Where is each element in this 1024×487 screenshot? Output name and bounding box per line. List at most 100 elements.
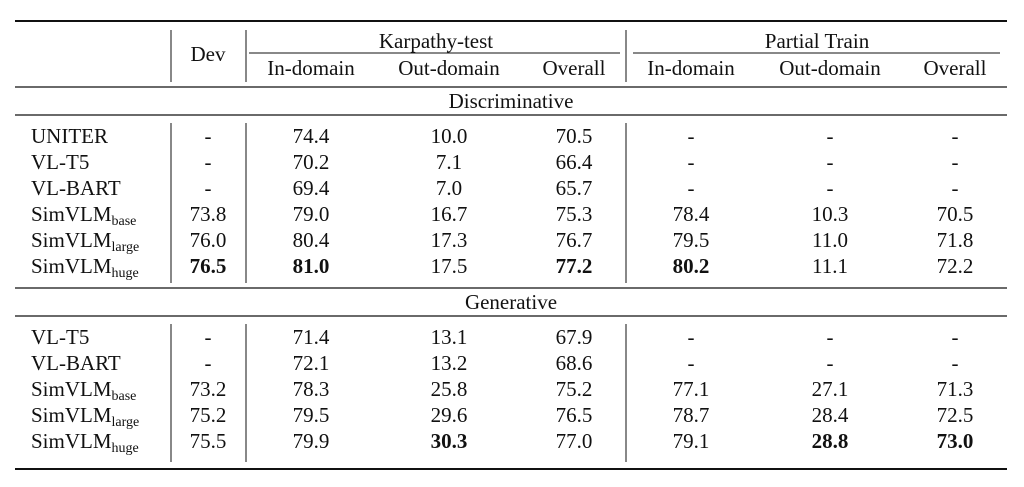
table-cell: 77.0 bbox=[556, 429, 593, 453]
table-cell: 71.8 bbox=[937, 228, 974, 252]
table-cell: 30.3 bbox=[431, 429, 468, 453]
table-cell: - bbox=[205, 176, 212, 200]
table-cell: - bbox=[827, 150, 834, 174]
table-cell: 10.0 bbox=[431, 124, 468, 148]
table-cell: 27.1 bbox=[812, 377, 849, 401]
table-cell: - bbox=[952, 325, 959, 349]
model-name: UNITER bbox=[31, 124, 108, 148]
table-cell: 71.3 bbox=[937, 377, 974, 401]
table-cell: 10.3 bbox=[812, 202, 849, 226]
section-title-discriminative: Discriminative bbox=[449, 89, 574, 113]
header-partial-in-domain: In-domain bbox=[647, 56, 735, 80]
table-cell: - bbox=[205, 150, 212, 174]
table-row: SimVLMlarge 75.2 79.5 29.6 76.5 78.7 28.4 72.5 bbox=[31, 403, 973, 430]
table-row: SimVLMbase 73.8 79.0 16.7 75.3 78.4 10.3 70.5 bbox=[31, 202, 973, 229]
table-cell: - bbox=[205, 325, 212, 349]
table-cell: - bbox=[827, 176, 834, 200]
table-cell: - bbox=[952, 351, 959, 375]
table-cell: 13.2 bbox=[431, 351, 468, 375]
table-cell: - bbox=[205, 124, 212, 148]
table-row: SimVLMbase 73.2 78.3 25.8 75.2 77.1 27.1 71.3 bbox=[31, 377, 973, 404]
table-cell: 79.5 bbox=[293, 403, 330, 427]
table-row: VL-T5 - 70.2 7.1 66.4 - - - bbox=[31, 150, 959, 174]
table-cell: 11.1 bbox=[812, 254, 848, 278]
table-cell: 79.9 bbox=[293, 429, 330, 453]
table-cell: 66.4 bbox=[556, 150, 593, 174]
model-name: SimVLMlarge bbox=[31, 403, 139, 430]
table-row: VL-BART - 69.4 7.0 65.7 - - - bbox=[31, 176, 959, 200]
table-cell: - bbox=[952, 150, 959, 174]
table-cell: 72.2 bbox=[937, 254, 974, 278]
model-name: SimVLMbase bbox=[31, 202, 136, 229]
table-cell: 67.9 bbox=[556, 325, 593, 349]
table-cell: - bbox=[205, 351, 212, 375]
header-karpathy-test: Karpathy-test bbox=[379, 29, 493, 53]
table-cell: 80.4 bbox=[293, 228, 330, 252]
header-karpathy-in-domain: In-domain bbox=[267, 56, 355, 80]
table-cell: 72.5 bbox=[937, 403, 974, 427]
table-cell: 75.2 bbox=[556, 377, 593, 401]
table-cell: 73.2 bbox=[190, 377, 227, 401]
section-title-generative: Generative bbox=[465, 290, 557, 314]
table-cell: 25.8 bbox=[431, 377, 468, 401]
table-cell: 65.7 bbox=[556, 176, 593, 200]
table-cell: 28.4 bbox=[812, 403, 849, 427]
table-cell: 72.1 bbox=[293, 351, 330, 375]
table-cell: 29.6 bbox=[431, 403, 468, 427]
table-row: SimVLMlarge 76.0 80.4 17.3 76.7 79.5 11.0 71.8 bbox=[31, 228, 973, 255]
table-cell: - bbox=[688, 176, 695, 200]
table-cell: 79.1 bbox=[673, 429, 710, 453]
table-cell: - bbox=[827, 351, 834, 375]
table-cell: - bbox=[688, 351, 695, 375]
model-name: SimVLMlarge bbox=[31, 228, 139, 255]
table-cell: 76.0 bbox=[190, 228, 227, 252]
table-cell: 81.0 bbox=[293, 254, 330, 278]
header-dev: Dev bbox=[191, 42, 226, 66]
model-name: VL-T5 bbox=[31, 325, 89, 349]
header-partial-out-domain: Out-domain bbox=[779, 56, 881, 80]
table-row: UNITER - 74.4 10.0 70.5 - - - bbox=[31, 124, 959, 148]
table-cell: 17.3 bbox=[431, 228, 468, 252]
table-cell: - bbox=[952, 176, 959, 200]
table-cell: - bbox=[827, 325, 834, 349]
table-cell: - bbox=[952, 124, 959, 148]
table-cell: 75.3 bbox=[556, 202, 593, 226]
model-name: SimVLMhuge bbox=[31, 254, 139, 281]
model-name: SimVLMhuge bbox=[31, 429, 139, 456]
table-cell: - bbox=[688, 124, 695, 148]
model-name: VL-T5 bbox=[31, 150, 89, 174]
table-row: VL-T5 - 71.4 13.1 67.9 - - - bbox=[31, 325, 959, 349]
table-row: VL-BART - 72.1 13.2 68.6 - - - bbox=[31, 351, 959, 375]
table-cell: - bbox=[688, 325, 695, 349]
table-cell: 70.5 bbox=[937, 202, 974, 226]
table-cell: 77.1 bbox=[673, 377, 710, 401]
header-karpathy-overall: Overall bbox=[543, 56, 606, 80]
table-cell: 70.2 bbox=[293, 150, 330, 174]
table-cell: 76.5 bbox=[556, 403, 593, 427]
table-cell: 80.2 bbox=[673, 254, 710, 278]
table-cell: 79.0 bbox=[293, 202, 330, 226]
table-cell: 74.4 bbox=[293, 124, 330, 148]
table-cell: 75.5 bbox=[190, 429, 227, 453]
table-cell: 76.7 bbox=[556, 228, 593, 252]
table-cell: 73.8 bbox=[190, 202, 227, 226]
table-cell: 75.2 bbox=[190, 403, 227, 427]
table-body: UNITER -74.4 10.0 70.5- - -VL-T5-70.2 7.1 66.4-… bbox=[31, 124, 973, 456]
table-cell: 73.0 bbox=[937, 429, 974, 453]
table-cell: 79.5 bbox=[673, 228, 710, 252]
table-cell: 69.4 bbox=[293, 176, 330, 200]
table-cell: 11.0 bbox=[812, 228, 848, 252]
table-cell: 78.3 bbox=[293, 377, 330, 401]
model-name: VL-BART bbox=[31, 176, 121, 200]
table-row: SimVLMhuge 76.5 81.0 17.5 77.2 80.2 11.1 72.2 bbox=[31, 254, 973, 281]
table-cell: 7.1 bbox=[436, 150, 462, 174]
table-cell: 70.5 bbox=[556, 124, 593, 148]
header-partial-train: Partial Train bbox=[765, 29, 870, 53]
table-cell: 78.4 bbox=[673, 202, 710, 226]
table-cell: 76.5 bbox=[190, 254, 227, 278]
model-name: VL-BART bbox=[31, 351, 121, 375]
table-cell: 78.7 bbox=[673, 403, 710, 427]
table-cell: 13.1 bbox=[431, 325, 468, 349]
